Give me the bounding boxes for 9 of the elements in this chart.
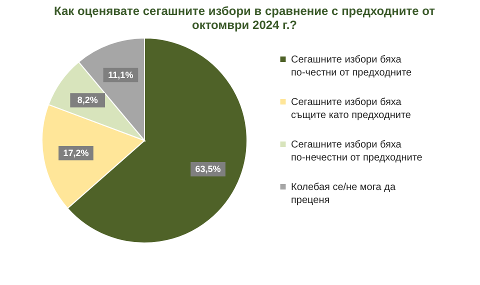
legend-label: Сегашните избори бяха същите като предходните [291,96,412,121]
legend-label: Сегашните избори бяха по-честни от предходните [291,54,412,78]
data-label: 8,2% [77,95,98,106]
chart-title: Как оценявате сегашните избори в сравнение с предходните от октомври 2024 г.? [54,4,436,32]
data-label: 11,1% [108,70,134,80]
data-label: 17,2% [63,148,89,158]
legend-label: Колебая се/не мога да преценя [291,182,396,206]
data-label: 63,5% [195,164,221,174]
legend-label: Сегашните избори бяха по-нечестни от предходните [291,139,423,164]
